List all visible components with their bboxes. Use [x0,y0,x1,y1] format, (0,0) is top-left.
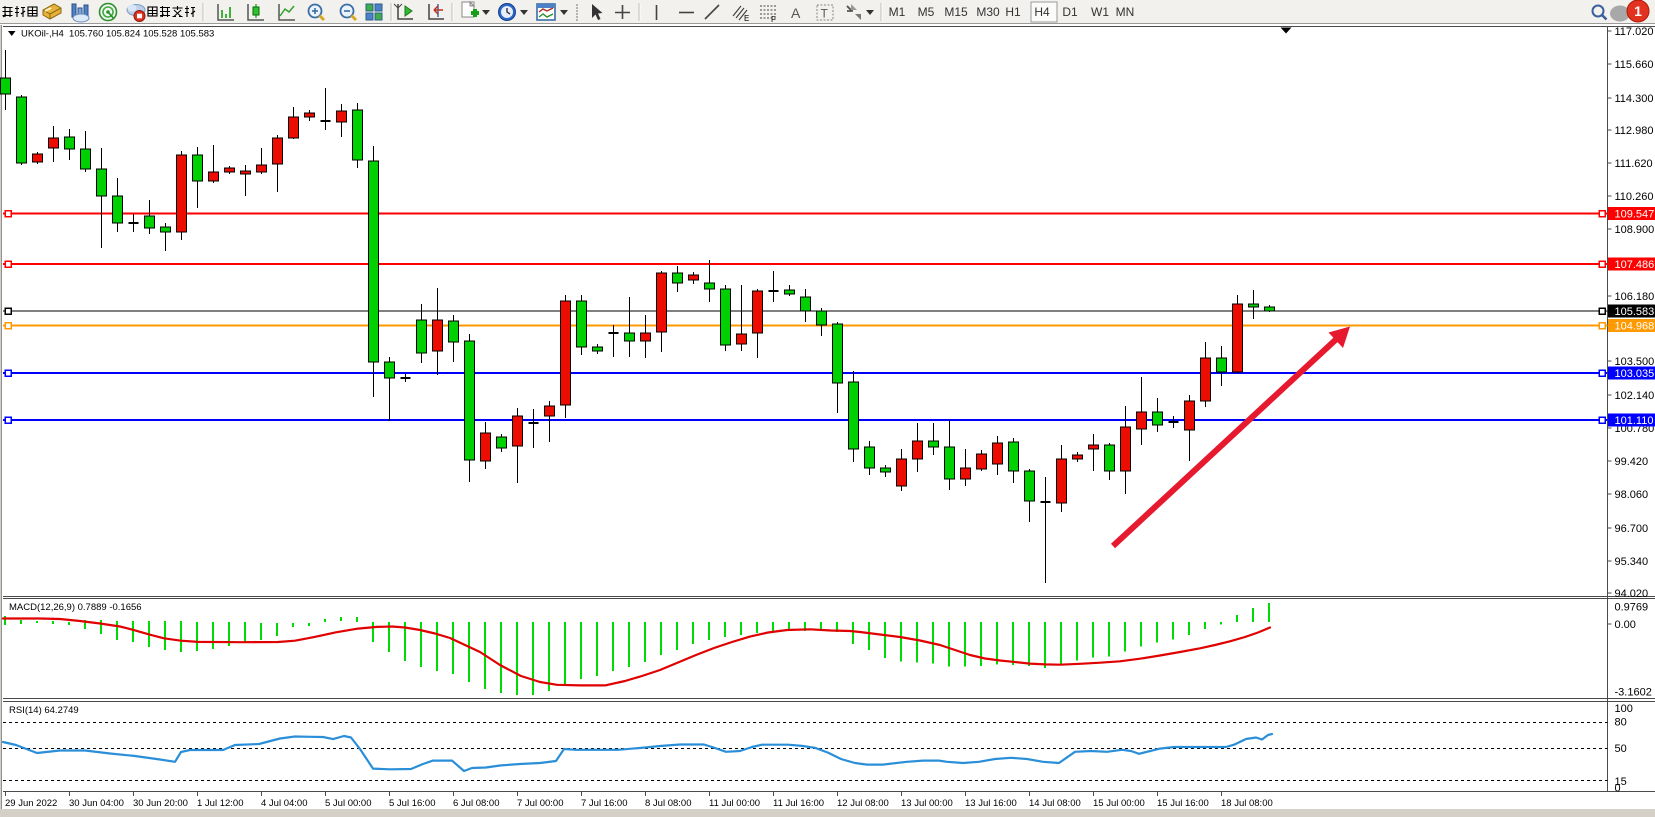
svg-text:0.9769: 0.9769 [1615,602,1649,614]
svg-text:103.035: 103.035 [1615,368,1655,380]
svg-text:0: 0 [1615,783,1621,795]
svg-text:MN: MN [1116,5,1135,19]
svg-text:7 Jul 00:00: 7 Jul 00:00 [517,798,563,809]
svg-text:96.700: 96.700 [1615,523,1649,535]
svg-text:109.547: 109.547 [1615,209,1655,221]
svg-text:H1: H1 [1005,5,1021,19]
svg-text:104.968: 104.968 [1615,321,1655,333]
svg-text:M15: M15 [944,5,968,19]
svg-text:M1: M1 [889,5,906,19]
svg-text:14 Jul 08:00: 14 Jul 08:00 [1029,798,1081,809]
svg-text:29 Jun 2022: 29 Jun 2022 [5,798,57,809]
svg-text:15: 15 [1615,776,1627,788]
svg-text:7 Jul 16:00: 7 Jul 16:00 [581,798,627,809]
svg-text:0.00: 0.00 [1615,619,1636,631]
svg-text:11 Jul 16:00: 11 Jul 16:00 [773,798,824,809]
svg-text:80: 80 [1615,717,1627,729]
svg-text:RSI(14) 64.2749: RSI(14) 64.2749 [9,705,79,716]
svg-text:13 Jul 00:00: 13 Jul 00:00 [901,798,953,809]
svg-text:15 Jul 00:00: 15 Jul 00:00 [1093,798,1145,809]
svg-text:106.180: 106.180 [1615,291,1655,303]
svg-text:13 Jul 16:00: 13 Jul 16:00 [965,798,1017,809]
svg-text:112.980: 112.980 [1615,125,1654,137]
svg-text:A: A [791,5,801,21]
svg-text:12 Jul 08:00: 12 Jul 08:00 [837,798,889,809]
svg-text:117.020: 117.020 [1615,26,1654,38]
svg-text:108.900: 108.900 [1615,224,1655,236]
svg-text:M30: M30 [976,5,1000,19]
svg-text:115.660: 115.660 [1615,59,1654,71]
svg-text:98.060: 98.060 [1615,489,1649,501]
svg-text:94.020: 94.020 [1615,588,1649,600]
svg-text:50: 50 [1615,743,1627,755]
svg-text:111.620: 111.620 [1615,158,1653,170]
svg-text:1 Jul 12:00: 1 Jul 12:00 [197,798,243,809]
svg-text:6 Jul 08:00: 6 Jul 08:00 [453,798,499,809]
svg-text:114.300: 114.300 [1615,93,1654,105]
svg-text:5 Jul 16:00: 5 Jul 16:00 [389,798,435,809]
svg-text:103.500: 103.500 [1615,356,1655,368]
svg-text:4 Jul 04:00: 4 Jul 04:00 [261,798,307,809]
svg-text:M5: M5 [918,5,935,19]
svg-text:1: 1 [1634,3,1642,19]
svg-text:99.420: 99.420 [1615,456,1649,468]
svg-text:105.583: 105.583 [1615,306,1655,318]
svg-text:D1: D1 [1062,5,1078,19]
svg-text:UKOil-,H4 105.760 105.824 105: UKOil-,H4 105.760 105.824 105.528 105.58… [21,29,214,40]
svg-text:F: F [771,15,776,24]
svg-text:18 Jul 08:00: 18 Jul 08:00 [1221,798,1273,809]
svg-text:101.110: 101.110 [1615,415,1654,427]
svg-text:95.340: 95.340 [1615,556,1649,568]
svg-text:MACD(12,26,9) 0.7889 -0.1656: MACD(12,26,9) 0.7889 -0.1656 [9,602,142,613]
svg-text:110.260: 110.260 [1615,191,1654,203]
svg-text:H4: H4 [1034,5,1050,19]
svg-text:30 Jun 04:00: 30 Jun 04:00 [69,798,124,809]
svg-text:W1: W1 [1091,5,1109,19]
svg-text:8 Jul 08:00: 8 Jul 08:00 [645,798,691,809]
svg-text:11 Jul 00:00: 11 Jul 00:00 [709,798,760,809]
svg-text:30 Jun 20:00: 30 Jun 20:00 [133,798,188,809]
svg-text:T: T [821,7,829,21]
svg-text:E: E [744,14,749,23]
svg-text:102.140: 102.140 [1615,390,1655,402]
svg-text:5 Jul 00:00: 5 Jul 00:00 [325,798,371,809]
svg-text:100: 100 [1615,703,1633,715]
svg-text:15 Jul 16:00: 15 Jul 16:00 [1157,798,1209,809]
svg-text:-3.1602: -3.1602 [1615,687,1652,699]
svg-text:107.486: 107.486 [1615,259,1655,271]
